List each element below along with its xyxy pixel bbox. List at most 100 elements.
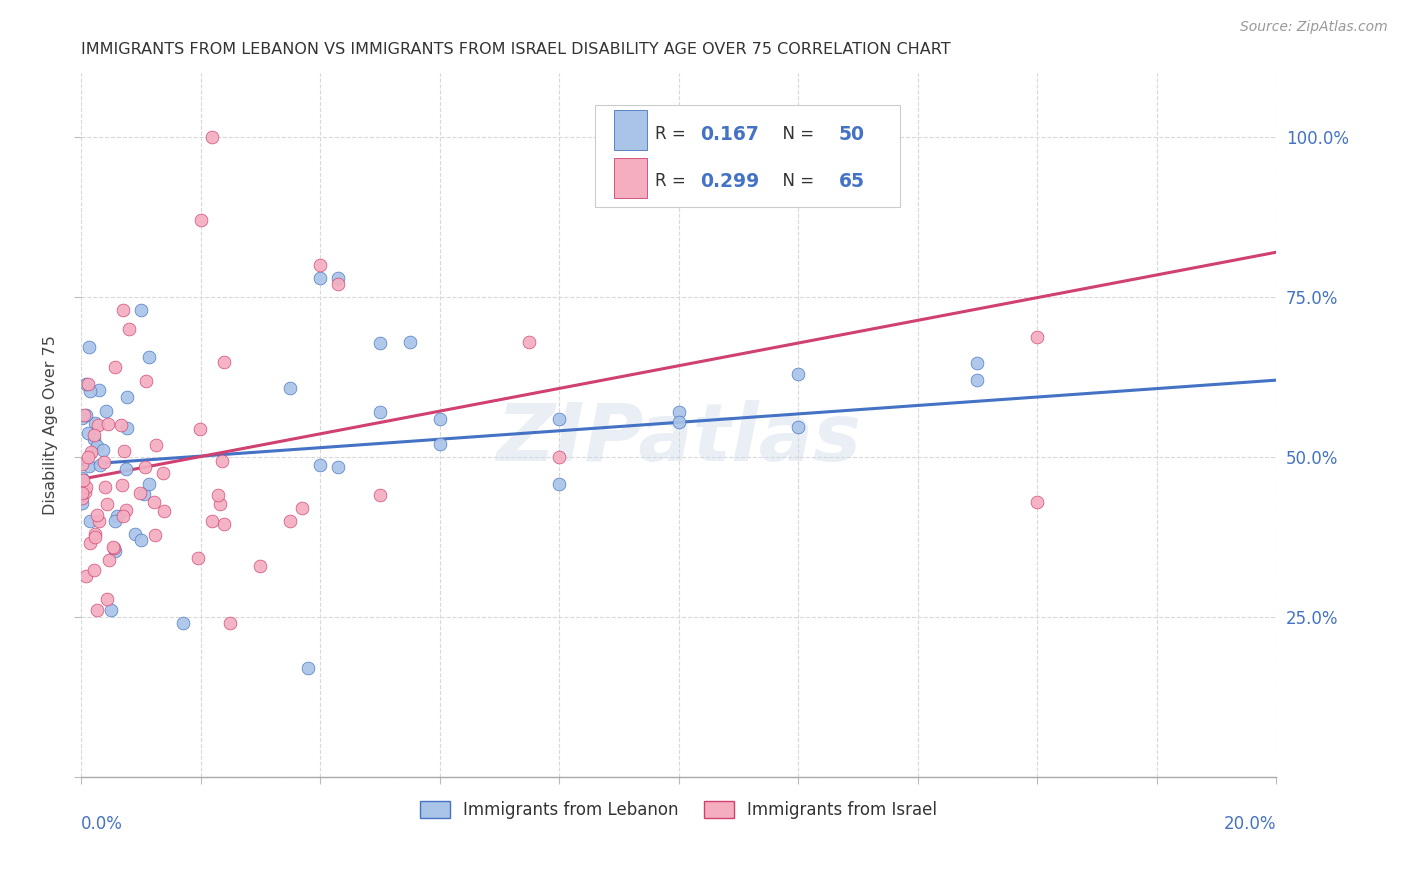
Point: [93, 455, 115, 469]
Text: Source: ZipAtlas.com: Source: ZipAtlas.com: [1240, 20, 1388, 34]
Point: [134, 460, 156, 475]
Point: [79, 536, 101, 550]
Point: [219, 616, 242, 631]
Point: [87, 418, 110, 433]
Point: [115, 462, 138, 476]
Point: [79, 384, 101, 398]
Point: [111, 478, 134, 492]
Point: [214, 517, 236, 532]
Point: [129, 486, 152, 500]
Text: 20.0%: 20.0%: [1223, 815, 1277, 833]
Point: [124, 526, 146, 541]
Point: [212, 355, 235, 369]
Point: [96, 591, 118, 606]
Point: [129, 302, 152, 317]
Point: [668, 405, 690, 419]
Point: [75, 408, 97, 422]
Y-axis label: Disability Age Over 75: Disability Age Over 75: [44, 335, 58, 515]
Point: [429, 411, 451, 425]
Point: [100, 603, 122, 617]
Point: [429, 436, 451, 450]
Point: [91, 443, 114, 458]
Point: [115, 421, 138, 435]
Point: [548, 450, 571, 464]
Point: [966, 356, 988, 370]
Point: [209, 497, 232, 511]
Point: [966, 373, 988, 387]
Point: [70, 457, 93, 471]
Point: [86, 603, 108, 617]
Point: [134, 487, 156, 501]
Text: 65: 65: [839, 172, 865, 191]
Point: [291, 501, 314, 516]
Point: [83, 563, 105, 577]
Point: [94, 404, 117, 418]
Point: [73, 484, 96, 499]
Text: 0.167: 0.167: [700, 125, 759, 144]
Point: [103, 541, 125, 555]
Point: [188, 422, 211, 436]
Point: [114, 443, 136, 458]
Point: [309, 458, 332, 473]
Point: [87, 383, 110, 397]
Point: [72, 485, 94, 500]
FancyBboxPatch shape: [595, 105, 900, 207]
Point: [249, 558, 271, 573]
Point: [75, 376, 97, 391]
Point: [153, 503, 176, 517]
Point: [135, 374, 157, 388]
Point: [278, 381, 301, 395]
Point: [79, 514, 101, 528]
Point: [1026, 494, 1049, 508]
Point: [326, 277, 349, 292]
Point: [105, 508, 128, 523]
Point: [398, 334, 420, 349]
Text: R =: R =: [655, 125, 690, 143]
Point: [101, 540, 124, 554]
Point: [548, 477, 571, 491]
Point: [138, 477, 160, 491]
Point: [96, 497, 118, 511]
Point: [129, 533, 152, 547]
Point: [77, 459, 100, 474]
Point: [83, 527, 105, 541]
Point: [368, 405, 391, 419]
Point: [83, 531, 105, 545]
Point: [77, 376, 100, 391]
Text: IMMIGRANTS FROM LEBANON VS IMMIGRANTS FROM ISRAEL DISABILITY AGE OVER 75 CORRELA: IMMIGRANTS FROM LEBANON VS IMMIGRANTS FR…: [82, 42, 950, 57]
Point: [326, 459, 349, 474]
Point: [110, 417, 132, 432]
Point: [80, 444, 103, 458]
Point: [668, 416, 690, 430]
Point: [187, 550, 209, 565]
Point: [73, 409, 96, 423]
Point: [309, 270, 332, 285]
Point: [97, 552, 120, 566]
Point: [70, 471, 93, 485]
Point: [190, 213, 212, 227]
Point: [143, 528, 166, 542]
Point: [138, 350, 160, 364]
Point: [297, 661, 319, 675]
Point: [89, 458, 111, 472]
Point: [326, 270, 349, 285]
Point: [86, 439, 108, 453]
FancyBboxPatch shape: [614, 158, 648, 198]
Point: [104, 544, 127, 558]
Point: [117, 390, 139, 404]
Point: [76, 426, 98, 441]
Point: [548, 411, 571, 425]
Point: [83, 432, 105, 446]
Point: [72, 496, 94, 510]
Point: [77, 340, 100, 354]
Point: [104, 360, 127, 375]
Point: [94, 480, 117, 494]
Point: [104, 514, 127, 528]
Point: [72, 410, 94, 425]
Point: [211, 454, 233, 468]
Point: [787, 367, 810, 381]
Point: [118, 322, 141, 336]
Point: [115, 502, 138, 516]
Text: N =: N =: [772, 172, 820, 191]
Text: R =: R =: [655, 172, 690, 191]
